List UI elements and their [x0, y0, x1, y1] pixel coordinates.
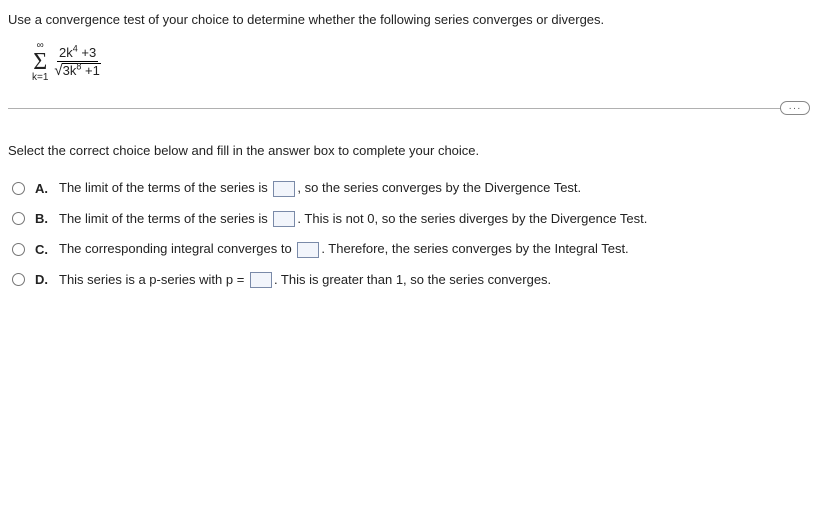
series-formula: ∞ Σ k=1 2k4 +3 √ 3k8 +1 [8, 41, 808, 83]
choice-d[interactable]: D. This series is a p-series with p = . … [12, 272, 808, 289]
choice-a-pre: The limit of the terms of the series is [59, 180, 271, 195]
choice-a[interactable]: A. The limit of the terms of the series … [12, 180, 808, 197]
sigma-symbol: Σ [33, 50, 47, 74]
choice-c-letter: C. [35, 242, 53, 257]
denominator: √ 3k8 +1 [54, 62, 100, 78]
choice-c-body: The corresponding integral converges to … [59, 241, 629, 258]
num-base: 2k [59, 45, 73, 60]
instruction-text: Select the correct choice below and fill… [8, 143, 808, 158]
radio-b[interactable] [12, 212, 25, 225]
choice-b-body: The limit of the terms of the series is … [59, 211, 647, 228]
choice-c-pre: The corresponding integral converges to [59, 241, 295, 256]
choice-b-post: . This is not 0, so the series diverges … [297, 211, 647, 226]
sigma-block: ∞ Σ k=1 [32, 41, 48, 83]
radio-d[interactable] [12, 273, 25, 286]
choice-c-post: . Therefore, the series converges by the… [321, 241, 628, 256]
fraction: 2k4 +3 √ 3k8 +1 [54, 46, 100, 79]
more-button[interactable]: ··· [780, 101, 810, 115]
answer-box-b[interactable] [273, 211, 295, 227]
answer-box-c[interactable] [297, 242, 319, 258]
answer-box-a[interactable] [273, 181, 295, 197]
choice-d-body: This series is a p-series with p = . Thi… [59, 272, 551, 289]
choice-c[interactable]: C. The corresponding integral converges … [12, 241, 808, 258]
choice-a-letter: A. [35, 181, 53, 196]
choice-a-body: The limit of the terms of the series is … [59, 180, 581, 197]
choice-list: A. The limit of the terms of the series … [8, 180, 808, 288]
divider-row: ··· [8, 101, 808, 115]
radio-c[interactable] [12, 243, 25, 256]
sigma-lower: k=1 [32, 73, 48, 83]
choice-d-pre: This series is a p-series with p = [59, 272, 248, 287]
choice-d-post: . This is greater than 1, so the series … [274, 272, 551, 287]
choice-b-letter: B. [35, 211, 53, 226]
denom-base: 3k [63, 63, 77, 78]
question-prompt: Use a convergence test of your choice to… [8, 12, 808, 27]
divider-line [8, 108, 808, 109]
num-tail: +3 [78, 45, 96, 60]
choice-b[interactable]: B. The limit of the terms of the series … [12, 211, 808, 228]
choice-b-pre: The limit of the terms of the series is [59, 211, 271, 226]
answer-box-d[interactable] [250, 272, 272, 288]
numerator: 2k4 +3 [57, 46, 98, 62]
denom-tail: +1 [81, 63, 99, 78]
choice-a-post: , so the series converges by the Diverge… [297, 180, 581, 195]
radio-a[interactable] [12, 182, 25, 195]
sqrt-body: 3k8 +1 [62, 63, 101, 78]
choice-d-letter: D. [35, 272, 53, 287]
